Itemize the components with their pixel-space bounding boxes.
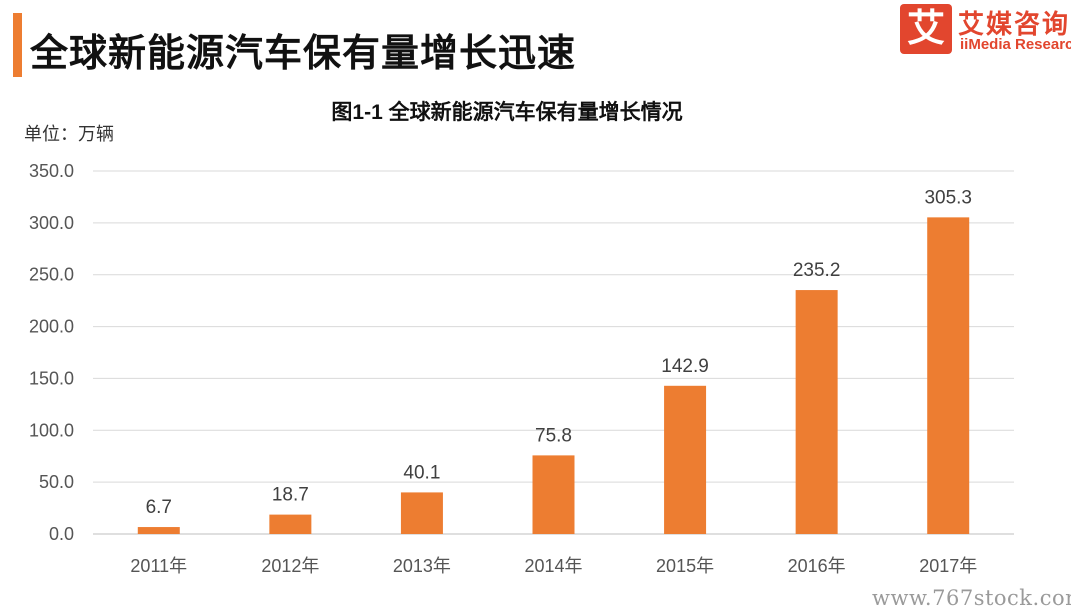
y-tick-label: 50.0 [39,472,74,492]
brand-logo: 艾 艾媒咨询 iiMedia Research [898,2,1071,56]
data-label: 142.9 [661,356,709,377]
y-tick-label: 250.0 [29,265,74,285]
page-title: 全球新能源汽车保有量增长迅速 [30,33,577,75]
bar [269,514,312,534]
unit-label: 单位：万辆 [24,124,114,144]
y-tick-label: 150.0 [29,368,74,388]
title-accent-bar [13,13,22,77]
x-tick-label: 2011年 [130,556,187,576]
x-tick-label: 2016年 [788,556,846,576]
x-tick-label: 2015年 [656,556,714,576]
y-tick-label: 350.0 [29,161,74,181]
x-tick-label: 2012年 [261,556,319,576]
bar [532,455,575,534]
data-label: 305.3 [924,187,972,208]
bar [137,527,180,534]
data-label: 18.7 [272,485,309,506]
data-label: 6.7 [146,497,172,518]
y-tick-label: 300.0 [29,213,74,233]
chart-title: 图1-1 全球新能源汽车保有量增长情况 [331,101,683,124]
x-tick-label: 2013年 [393,556,451,576]
bar [400,492,443,534]
data-label: 235.2 [793,260,841,281]
bar [664,385,707,534]
y-tick-label: 200.0 [29,317,74,337]
data-label: 40.1 [403,462,440,483]
brand-mark-icon: 艾 [900,4,952,54]
brand-name-en: iiMedia Research [960,36,1071,53]
brand-name-cn: 艾媒咨询 [958,9,1071,39]
x-tick-label: 2017年 [919,556,977,576]
watermark: www.767stock.com [872,586,1071,610]
data-label: 75.8 [535,425,572,446]
y-tick-label: 100.0 [29,420,74,440]
bar [795,290,838,534]
y-tick-label: 0.0 [49,524,74,544]
bar [927,217,970,534]
x-tick-label: 2014年 [524,556,582,576]
